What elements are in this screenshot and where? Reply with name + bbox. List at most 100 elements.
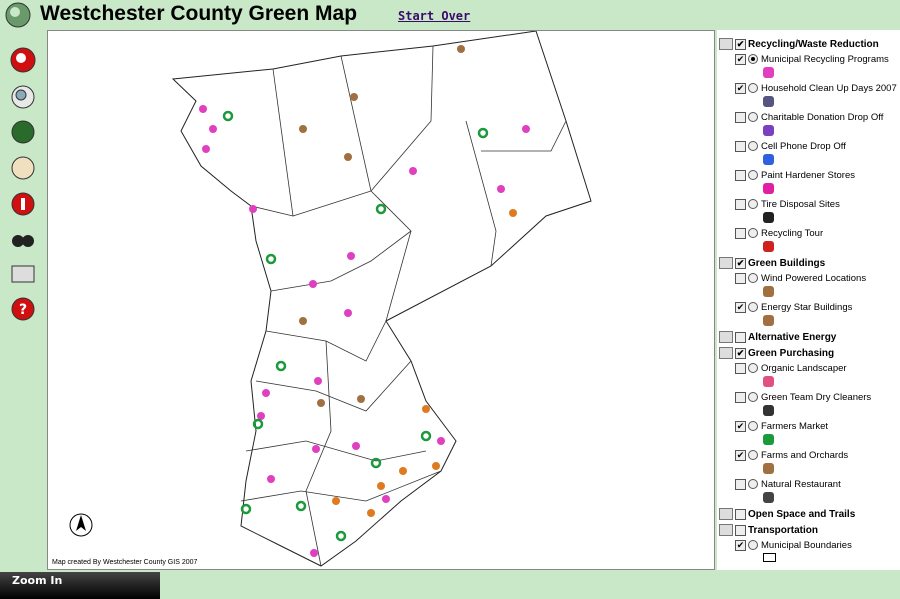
layer-radio[interactable]: [748, 273, 758, 283]
layer-label[interactable]: Recycling Tour: [761, 227, 824, 239]
layer-radio[interactable]: [748, 83, 758, 93]
layer-checkbox[interactable]: [735, 169, 746, 181]
layer-label[interactable]: Charitable Donation Drop Off: [761, 111, 884, 123]
layer-checkbox[interactable]: ✔: [735, 347, 746, 359]
layer-label[interactable]: Natural Restaurant: [761, 478, 841, 490]
pan-tool[interactable]: [11, 156, 35, 180]
layer-radio[interactable]: [748, 54, 758, 64]
layer-item: Cell Phone Drop Off: [719, 139, 900, 168]
layer-checkbox[interactable]: [735, 362, 746, 374]
layer-label[interactable]: Cell Phone Drop Off: [761, 140, 846, 152]
group-folder[interactable]: [719, 347, 733, 359]
layer-item: Green Team Dry Cleaners: [719, 390, 900, 419]
layer-row: Tire Disposal Sites: [719, 197, 900, 211]
layer-label[interactable]: Paint Hardener Stores: [761, 169, 855, 181]
layer-row: ✔ Municipal Recycling Programs: [719, 52, 900, 66]
layer-checkbox[interactable]: [735, 331, 746, 343]
map[interactable]: Map created By Westchester County GIS 20…: [47, 30, 715, 570]
layer-symbol: [763, 463, 774, 474]
layer-checkbox[interactable]: [735, 111, 746, 123]
identify-tool[interactable]: [11, 192, 35, 216]
map-symbols: [199, 45, 530, 557]
layer-symbol: [763, 553, 776, 562]
map-credit: Map created By Westchester County GIS 20…: [52, 559, 198, 566]
layer-group: Alternative Energy: [719, 329, 900, 345]
layer-checkbox[interactable]: ✔: [735, 449, 746, 461]
print-tool[interactable]: [11, 265, 35, 283]
layer-symbol: [763, 315, 774, 326]
layer-radio[interactable]: [748, 363, 758, 373]
layer-checkbox[interactable]: [735, 272, 746, 284]
layer-symbol: [763, 405, 774, 416]
layer-radio[interactable]: [748, 112, 758, 122]
layer-radio[interactable]: [748, 540, 758, 550]
layer-label[interactable]: Household Clean Up Days 2007: [761, 82, 897, 94]
layer-label[interactable]: Green Purchasing: [748, 347, 835, 359]
layer-item: ✔ Energy Star Buildings: [719, 300, 900, 329]
layer-label[interactable]: Farmers Market: [761, 420, 829, 432]
layer-symbol: [763, 125, 774, 136]
layer-checkbox[interactable]: [735, 508, 746, 520]
layer-item: Organic Landscaper: [719, 361, 900, 390]
layer-row: ✔ Energy Star Buildings: [719, 300, 900, 314]
layer-checkbox[interactable]: ✔: [735, 301, 746, 313]
layer-checkbox[interactable]: [735, 140, 746, 152]
group-folder[interactable]: [719, 524, 733, 536]
group-folder[interactable]: [719, 508, 733, 520]
layer-label[interactable]: Farms and Orchards: [761, 449, 849, 461]
help-tool[interactable]: ?: [11, 297, 35, 321]
layer-label[interactable]: Recycling/Waste Reduction: [748, 38, 879, 50]
full-extent-tool[interactable]: [11, 120, 35, 144]
layer-radio[interactable]: [748, 170, 758, 180]
group-folder[interactable]: [719, 257, 733, 269]
layer-symbol: [763, 241, 774, 252]
start-over-link[interactable]: Start Over: [398, 9, 471, 23]
layer-checkbox[interactable]: [735, 478, 746, 490]
layer-checkbox[interactable]: ✔: [735, 82, 746, 94]
zoom-in-tool[interactable]: [10, 47, 36, 73]
layer-symbol: [763, 376, 774, 387]
layer-label[interactable]: Green Team Dry Cleaners: [761, 391, 872, 403]
layer-label[interactable]: Municipal Boundaries: [761, 539, 852, 551]
layer-label[interactable]: Tire Disposal Sites: [761, 198, 840, 210]
layer-label[interactable]: Open Space and Trails: [748, 508, 856, 520]
layer-radio[interactable]: [748, 479, 758, 489]
layer-item: ✔ Municipal Recycling Programs: [719, 52, 900, 81]
group-folder[interactable]: [719, 38, 733, 50]
layer-label[interactable]: Organic Landscaper: [761, 362, 847, 374]
layer-item: ✔ Household Clean Up Days 2007: [719, 81, 900, 110]
layer-symbol: [763, 96, 774, 107]
layer-label[interactable]: Alternative Energy: [748, 331, 837, 343]
layer-label[interactable]: Green Buildings: [748, 257, 826, 269]
layer-checkbox[interactable]: ✔: [735, 38, 746, 50]
layer-checkbox[interactable]: [735, 391, 746, 403]
layer-radio[interactable]: [748, 302, 758, 312]
layer-radio[interactable]: [748, 392, 758, 402]
layer-radio[interactable]: [748, 228, 758, 238]
layer-checkbox[interactable]: ✔: [735, 539, 746, 551]
group-folder[interactable]: [719, 331, 733, 343]
layer-label[interactable]: Energy Star Buildings: [761, 301, 853, 313]
layer-label[interactable]: Wind Powered Locations: [761, 272, 867, 284]
layer-radio[interactable]: [748, 421, 758, 431]
layer-label[interactable]: Municipal Recycling Programs: [761, 53, 889, 65]
layer-row: Green Team Dry Cleaners: [719, 390, 900, 404]
layer-checkbox[interactable]: ✔: [735, 420, 746, 432]
find-tool[interactable]: [12, 235, 34, 247]
layer-radio[interactable]: [748, 141, 758, 151]
logo: [5, 2, 31, 28]
layer-label[interactable]: Transportation: [748, 524, 819, 536]
zoom-out-tool[interactable]: [11, 85, 35, 109]
layer-symbol: [763, 212, 774, 223]
layer-checkbox[interactable]: ✔: [735, 257, 746, 269]
layer-checkbox[interactable]: [735, 227, 746, 239]
layer-checkbox[interactable]: [735, 198, 746, 210]
layer-radio[interactable]: [748, 450, 758, 460]
layer-radio[interactable]: [748, 199, 758, 209]
layer-item: Charitable Donation Drop Off: [719, 110, 900, 139]
layer-checkbox[interactable]: [735, 524, 746, 536]
layer-row: Recycling Tour: [719, 226, 900, 240]
layer-checkbox[interactable]: ✔: [735, 53, 746, 65]
layer-symbol: [763, 183, 774, 194]
layer-panel: ✔ Recycling/Waste Reduction ✔ Municipal Rec…: [717, 30, 900, 570]
